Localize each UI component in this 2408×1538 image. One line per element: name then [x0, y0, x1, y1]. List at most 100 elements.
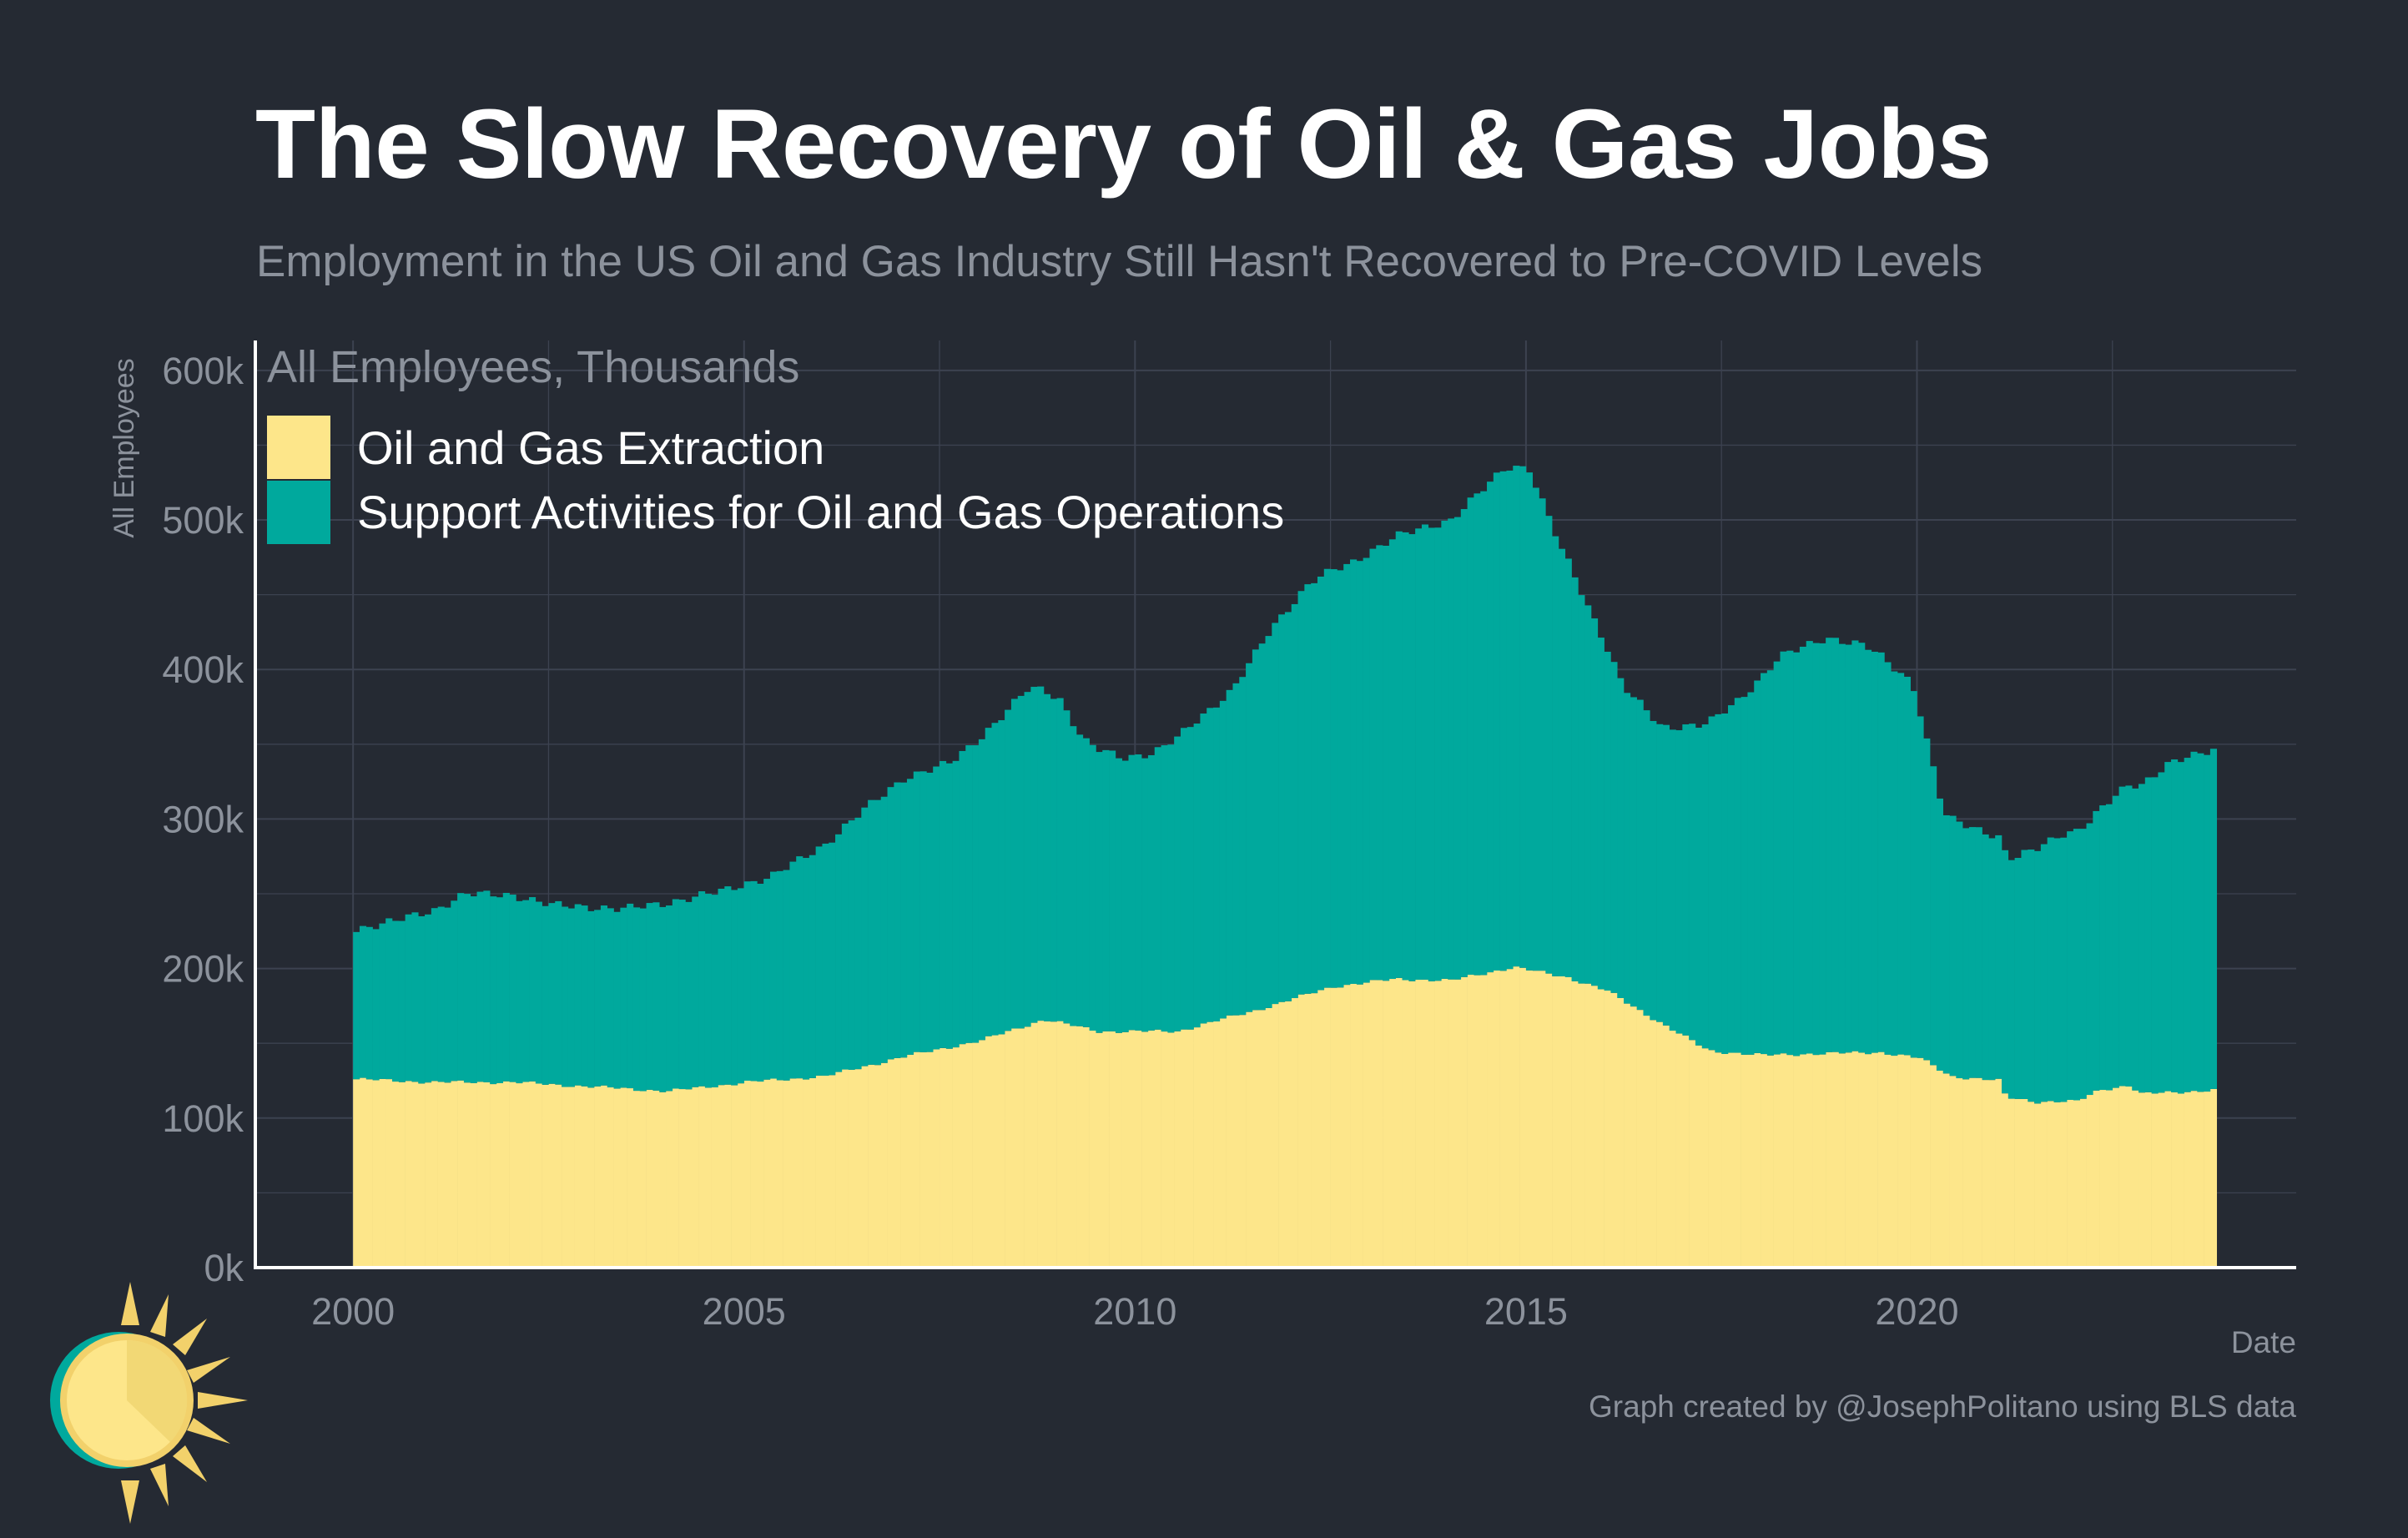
- bar-extraction: [1121, 1031, 1129, 1268]
- bar-extraction: [379, 1078, 386, 1268]
- bar-support: [1428, 527, 1435, 981]
- bar-support: [567, 908, 575, 1087]
- bar-support: [600, 905, 608, 1086]
- bar-support: [978, 739, 985, 1041]
- bar-support: [1219, 700, 1227, 1019]
- bar-extraction: [1995, 1078, 2002, 1268]
- bar-support: [1356, 561, 1363, 985]
- bar-support: [698, 891, 706, 1087]
- bar-extraction: [1975, 1077, 1982, 1268]
- bar-extraction: [1428, 981, 1435, 1268]
- bar-extraction: [1662, 1025, 1670, 1268]
- bar-extraction: [1304, 993, 1312, 1268]
- bar-support: [1962, 828, 1970, 1080]
- bar-support: [1226, 689, 1233, 1016]
- bar-extraction: [2209, 1088, 2218, 1268]
- bar-support: [1402, 532, 1409, 981]
- bar-extraction: [1636, 1010, 1644, 1268]
- bar-support: [562, 906, 569, 1087]
- bar-extraction: [1761, 1054, 1768, 1268]
- bar-extraction: [1871, 1052, 1878, 1268]
- bar-extraction: [750, 1081, 758, 1268]
- bar-support: [587, 910, 595, 1088]
- bar-support: [737, 888, 745, 1084]
- bar-extraction: [1891, 1056, 1898, 1268]
- bar-extraction: [985, 1036, 992, 1268]
- bar-extraction: [848, 1069, 855, 1268]
- bar-extraction: [2171, 1092, 2179, 1268]
- bar-support: [1453, 517, 1462, 980]
- bar-extraction: [398, 1082, 406, 1268]
- bar-support: [678, 900, 686, 1090]
- bar-support: [1193, 724, 1201, 1028]
- bar-extraction: [1063, 1023, 1071, 1268]
- bar-support: [1968, 827, 1977, 1078]
- bar-extraction: [1532, 971, 1539, 1268]
- bar-support: [476, 891, 484, 1082]
- bar-extraction: [1402, 980, 1409, 1268]
- bar-support: [1513, 466, 1520, 967]
- bar-support: [1793, 652, 1801, 1056]
- bar-support: [1532, 487, 1539, 971]
- bar-extraction: [854, 1069, 862, 1268]
- bar-support: [900, 782, 908, 1058]
- bar-extraction: [1369, 980, 1377, 1268]
- bar-extraction: [1448, 979, 1455, 1268]
- bar-support: [1584, 605, 1592, 984]
- bar-extraction: [1701, 1048, 1709, 1268]
- bar-support: [1806, 641, 1813, 1054]
- bar-support: [2177, 762, 2184, 1094]
- bar-support: [776, 870, 783, 1081]
- bar-support: [835, 834, 843, 1072]
- bar-support: [841, 823, 849, 1070]
- bar-support: [2086, 823, 2093, 1096]
- bar-support: [509, 895, 516, 1082]
- bar-extraction: [639, 1091, 647, 1268]
- bar-extraction: [1174, 1031, 1181, 1268]
- bar-support: [783, 870, 790, 1081]
- bar-extraction: [502, 1081, 510, 1268]
- bar-support: [1610, 662, 1618, 993]
- bar-extraction: [567, 1087, 575, 1268]
- bar-extraction: [757, 1082, 764, 1268]
- bar-extraction: [1043, 1021, 1051, 1268]
- bar-support: [1662, 724, 1670, 1026]
- bar-extraction: [2067, 1099, 2074, 1268]
- bar-support: [1030, 687, 1038, 1023]
- bar-support: [1525, 472, 1533, 971]
- bar-extraction: [718, 1085, 725, 1268]
- bar-support: [574, 904, 582, 1086]
- bar-support: [822, 843, 829, 1077]
- bar-support: [1102, 749, 1110, 1031]
- bar-extraction: [972, 1042, 980, 1268]
- bar-extraction: [1675, 1033, 1683, 1268]
- bar-support: [1024, 692, 1031, 1027]
- bar-extraction: [1578, 983, 1585, 1268]
- bar-extraction: [952, 1047, 960, 1268]
- bar-support: [1330, 569, 1337, 988]
- bar-extraction: [535, 1083, 542, 1268]
- bar-extraction: [965, 1042, 973, 1268]
- bar-extraction: [1480, 975, 1488, 1268]
- bar-support: [2204, 754, 2211, 1092]
- bar-extraction: [1936, 1070, 1944, 1268]
- x-tick-label: 2015: [1484, 1290, 1568, 1333]
- bar-support: [2067, 831, 2074, 1100]
- bar-support: [1232, 683, 1240, 1016]
- bar-extraction: [613, 1088, 621, 1268]
- bar-support: [379, 923, 386, 1079]
- bar-extraction: [1226, 1015, 1233, 1268]
- bar-support: [1311, 582, 1318, 994]
- bar-support: [991, 723, 999, 1036]
- bar-extraction: [1630, 1006, 1637, 1268]
- bar-support: [919, 771, 927, 1052]
- bar-support: [659, 906, 667, 1092]
- bar-extraction: [353, 1079, 360, 1268]
- bar-extraction: [789, 1078, 797, 1268]
- bar-support: [496, 897, 504, 1083]
- bar-extraction: [620, 1087, 627, 1268]
- bar-extraction: [1337, 987, 1344, 1268]
- page-title: The Slow Recovery of Oil & Gas Jobs: [255, 89, 1992, 199]
- bar-support: [2073, 829, 2081, 1101]
- bar-support: [757, 884, 764, 1082]
